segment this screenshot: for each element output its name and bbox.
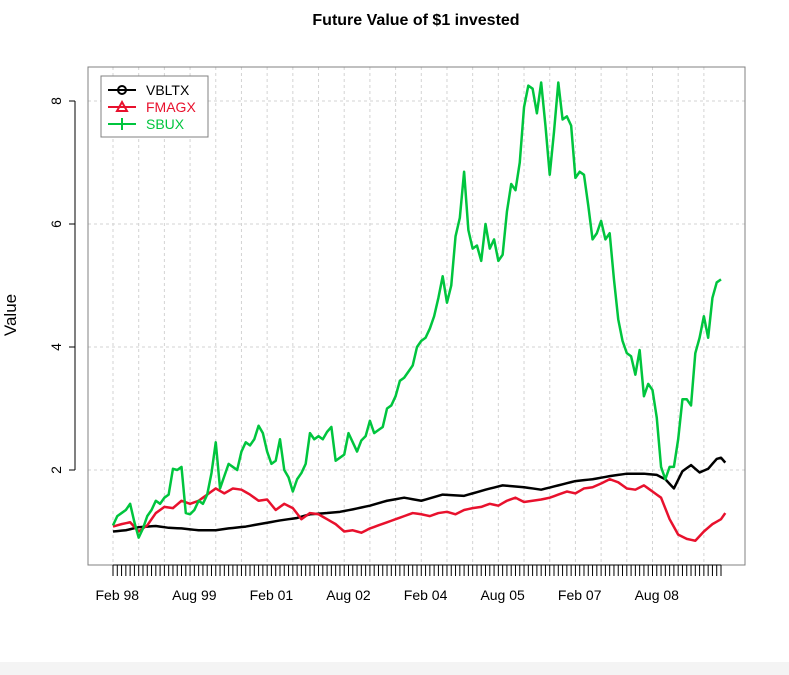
series-line-fmagx	[112, 477, 727, 542]
legend-vbltx-marker-icon	[117, 85, 127, 95]
plot-frame	[87, 66, 746, 566]
y-tick-label: 6	[48, 220, 64, 228]
x-tick-label: Aug 02	[326, 587, 371, 603]
legend-vbltx-label: VBLTX	[146, 82, 190, 98]
series-line-sbux	[111, 81, 722, 539]
x-tick-label: Feb 07	[558, 587, 602, 603]
x-tick-label: Feb 01	[250, 587, 294, 603]
x-tick-label: Feb 98	[95, 587, 139, 603]
axes: 2 4 6 8 Feb 98 Aug 99 Feb 01 Aug 02 Feb 04 Aug 05…	[48, 97, 722, 603]
legend-fmagx-label: FMAGX	[146, 99, 196, 115]
series-line-vbltx	[112, 456, 727, 533]
bottom-bar	[0, 662, 789, 675]
x-tick-label: Aug 08	[635, 587, 680, 603]
chart-title: Future Value of $1 invested	[312, 12, 519, 29]
x-tick-label: Feb 04	[404, 587, 448, 603]
legend-sbux-label: SBUX	[146, 116, 185, 132]
x-tick-label: Aug 99	[172, 587, 217, 603]
y-tick-label: 2	[48, 466, 64, 474]
x-tick-label: Aug 05	[480, 587, 525, 603]
series-lines	[111, 81, 727, 542]
legend: VBLTX FMAGX SBUX	[100, 75, 209, 138]
y-tick-label: 4	[48, 343, 64, 351]
y-axis-label: Value	[1, 294, 20, 336]
legend-fmagx-marker-icon	[115, 99, 129, 112]
grid-lines	[88, 67, 745, 565]
y-tick-label: 8	[48, 97, 64, 105]
